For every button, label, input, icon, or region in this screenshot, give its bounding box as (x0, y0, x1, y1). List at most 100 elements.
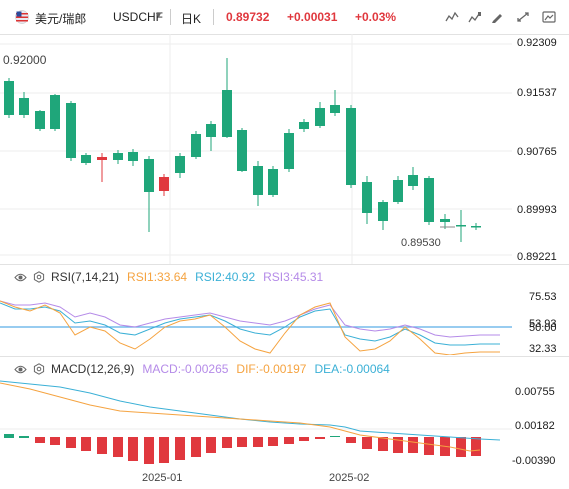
candlestick-pane[interactable] (0, 34, 569, 264)
dea-value: DEA:-0.00064 (314, 362, 390, 376)
rsi2-value: RSI2:40.92 (195, 270, 256, 284)
high-price-label: 0.92000 (3, 53, 47, 67)
dif-value: DIF:-0.00197 (236, 362, 307, 376)
candle-body (66, 103, 76, 158)
candle-body (113, 153, 123, 160)
macd-histogram-bar (97, 437, 107, 454)
macd-histogram-bar (378, 437, 388, 451)
divider (170, 9, 171, 25)
macd-histogram-bar (284, 437, 294, 444)
screenshot-icon (542, 11, 556, 23)
macd-histogram-bar (393, 437, 403, 453)
macd-histogram-bar (471, 437, 481, 456)
candle-body (237, 130, 247, 171)
macd-histogram-bar (330, 436, 340, 437)
candle-body (268, 169, 278, 195)
candle-body (315, 108, 325, 126)
macd-pane[interactable] (0, 357, 569, 467)
candle-body (253, 166, 263, 195)
indicator-button[interactable] (442, 8, 462, 26)
chart-header: 美元/瑞郎 USDCHF ▼ 日K 0.89732 +0.00031 +0.03… (0, 0, 569, 34)
rsi-tick-3: 32.33 (529, 343, 557, 355)
rsi-header: RSI(7,14,21) RSI1:33.64 RSI2:40.92 RSI3:… (14, 270, 331, 284)
macd-tick-3: -0.00390 (512, 455, 556, 467)
macd-value: MACD:-0.00265 (142, 362, 229, 376)
candle-body (206, 124, 216, 137)
indicator-icon (445, 11, 459, 22)
macd-histogram-bar (4, 434, 14, 438)
rsi-tick-1: 53.93 (529, 318, 557, 330)
price-change: +0.00031 (287, 10, 338, 24)
rsi2-line (0, 302, 500, 346)
price-tick-2: 0.91537 (517, 87, 557, 99)
rsi3-value: RSI3:45.31 (263, 270, 324, 284)
macd-histogram-bar (362, 437, 372, 449)
rsi-pane[interactable] (0, 265, 569, 355)
dea-line (0, 380, 501, 441)
candle-body (393, 180, 403, 202)
candle-body (191, 134, 201, 157)
bar-style-button[interactable] (465, 8, 485, 26)
dif-line (0, 382, 481, 452)
candle-body (456, 225, 466, 227)
eye-icon[interactable] (14, 272, 27, 283)
macd-histogram-bar (237, 437, 247, 447)
candle-body (284, 133, 294, 169)
macd-histogram-bar (299, 437, 309, 441)
candle-body (144, 159, 154, 192)
candle-body (346, 108, 356, 185)
candle-body (19, 98, 29, 115)
price-tick-4: 0.89993 (517, 204, 557, 216)
candle-body (35, 111, 45, 129)
period-selector[interactable]: 日K (181, 12, 202, 26)
pair-name[interactable]: 美元/瑞郎 (35, 12, 87, 26)
candle-body (424, 178, 434, 222)
price-tick-3: 0.90765 (517, 146, 557, 158)
rsi-tick-2: 50.00 (529, 322, 557, 334)
candle-body (159, 177, 169, 191)
macd-histogram-bar (346, 437, 356, 443)
macd-histogram-bar (191, 437, 201, 457)
gear-icon[interactable] (33, 363, 45, 375)
macd-histogram-bar (128, 437, 138, 461)
x-label-jan: 2025-01 (142, 472, 183, 484)
candle-body (408, 175, 418, 186)
macd-histogram-bar (50, 437, 60, 445)
candle-body (81, 155, 91, 163)
symbol-selector[interactable]: USDCHF (113, 10, 163, 24)
macd-header: MACD(12,26,9) MACD:-0.00265 DIF:-0.00197… (14, 362, 398, 376)
macd-histogram-bar (66, 437, 76, 448)
screenshot-button[interactable] (539, 8, 559, 26)
last-price: 0.89732 (226, 10, 270, 24)
us-flag-icon (15, 10, 29, 24)
macd-histogram-bar (113, 437, 123, 457)
pane-divider (0, 356, 569, 357)
chevron-down-icon[interactable]: ▼ (154, 10, 163, 20)
header-divider (0, 34, 569, 35)
pane-divider (0, 264, 569, 265)
price-tick-1: 0.92309 (517, 37, 557, 49)
macd-tick-1: 0.00755 (515, 386, 555, 398)
candle-body (471, 226, 481, 228)
rsi3-line (0, 300, 500, 338)
macd-histogram-bar (222, 437, 232, 448)
macd-histogram-bar (268, 437, 278, 446)
compare-button[interactable] (513, 8, 533, 26)
macd-histogram-bar (19, 436, 29, 438)
rsi-tick-top: 75.53 (529, 291, 557, 303)
macd-histogram-bar (35, 437, 45, 443)
macd-tick-2: 0.00182 (515, 420, 555, 432)
macd-histogram-bar (253, 437, 263, 447)
eye-icon[interactable] (14, 364, 27, 375)
macd-histogram-bar (315, 437, 325, 439)
candle-body (50, 95, 60, 129)
low-price-label: 0.89530 (401, 237, 441, 249)
macd-histogram-bar (175, 437, 185, 460)
macd-histogram-bar (456, 437, 466, 457)
draw-icon (492, 14, 502, 23)
candle-body (362, 182, 372, 213)
gear-icon[interactable] (33, 271, 45, 283)
macd-title: MACD(12,26,9) (51, 362, 135, 376)
draw-button[interactable] (488, 8, 508, 26)
candle-body (378, 202, 388, 221)
